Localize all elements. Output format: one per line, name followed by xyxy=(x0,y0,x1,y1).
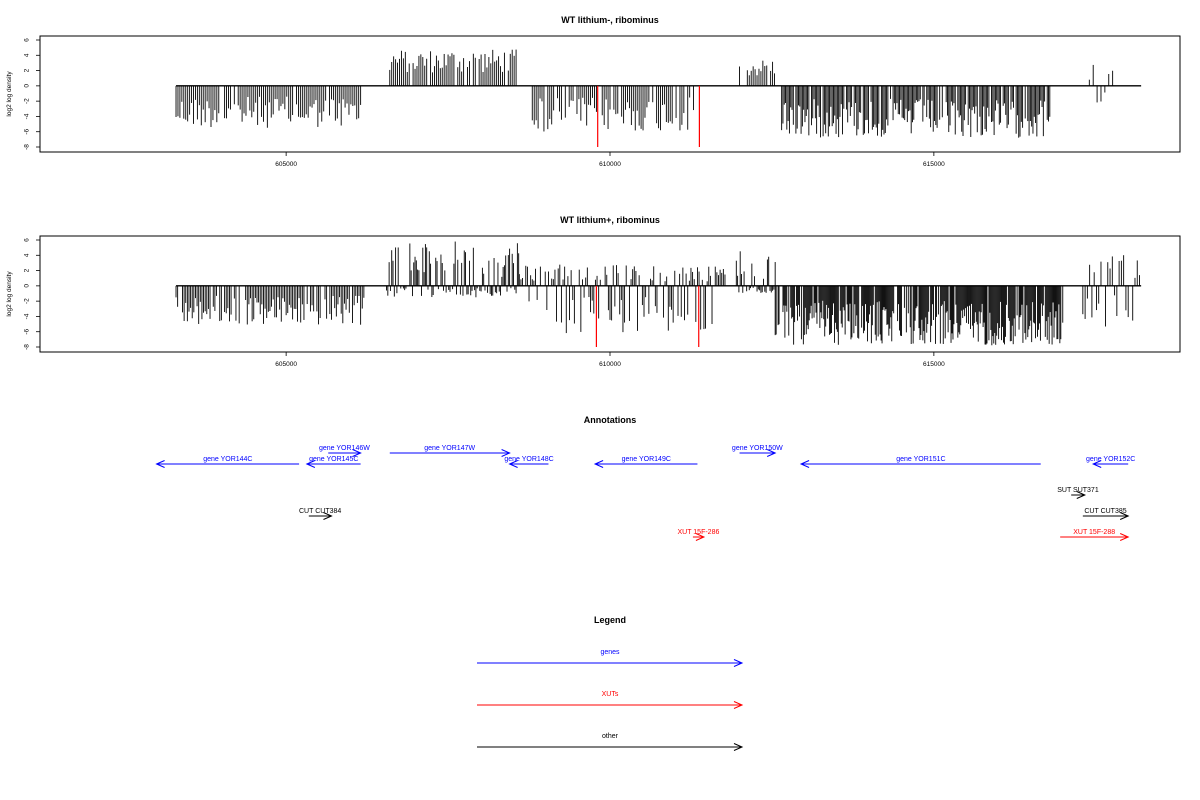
feature-arrow-head xyxy=(323,512,333,520)
legend-arrow-head xyxy=(733,743,744,751)
y-tick-label: 0 xyxy=(24,284,31,288)
feature-arrow-head xyxy=(1119,533,1130,541)
annotation-feature: SUT SUT371 xyxy=(1057,487,1099,499)
annotation-feature: XUT 15F-288 xyxy=(1060,529,1130,541)
chart-title: WT lithium-, ribominus xyxy=(561,15,659,25)
annotation-feature: gene YOR152C xyxy=(1086,456,1135,468)
annotation-feature: gene YOR149C xyxy=(593,456,698,468)
feature-arrow-head xyxy=(305,460,316,468)
feature-arrow-head xyxy=(352,449,362,457)
feature-label: SUT SUT371 xyxy=(1057,487,1099,494)
y-tick-label: -6 xyxy=(24,328,31,334)
y-axis-label: log2 log density xyxy=(6,71,13,117)
annotation-feature: CUT CUT385 xyxy=(1082,508,1130,520)
legend-title: Legend xyxy=(594,615,626,625)
annotation-feature: gene YOR146W xyxy=(319,445,370,457)
chart-title: WT lithium+, ribominus xyxy=(560,215,660,225)
feature-label: gene YOR147W xyxy=(424,445,475,452)
feature-label: gene YOR152C xyxy=(1086,456,1135,463)
annotation-feature: CUT CUT384 xyxy=(299,508,341,520)
feature-label: gene YOR148C xyxy=(504,456,553,463)
feature-arrow-head xyxy=(155,460,165,468)
legend: Legend genes XUTs other xyxy=(477,615,744,751)
legend-item: XUTs xyxy=(477,691,744,709)
chart-panel-lithium-minus: WT lithium-, ribominus log2 log density … xyxy=(6,15,1181,168)
feature-label: gene YOR146W xyxy=(319,445,370,452)
annotation-feature: gene YOR148C xyxy=(504,456,554,468)
y-tick-label: 6 xyxy=(24,238,31,242)
y-tick-label: 4 xyxy=(24,53,31,57)
feature-label: gene YOR144C xyxy=(203,456,252,463)
feature-arrow-head xyxy=(695,533,706,541)
feature-label: gene YOR145C xyxy=(309,456,358,463)
feature-arrow-head xyxy=(1091,460,1102,468)
legend-label: genes xyxy=(600,649,620,656)
y-tick-label: 2 xyxy=(24,68,31,72)
x-tick-label: 610000 xyxy=(599,361,621,368)
feature-arrow-head xyxy=(508,460,518,468)
annotations-title: Annotations xyxy=(584,415,637,425)
feature-label: gene YOR151C xyxy=(896,456,945,463)
feature-label: gene YOR150W xyxy=(732,445,783,452)
annotation-feature: gene YOR144C xyxy=(155,456,300,468)
x-tick-label: 605000 xyxy=(275,161,297,168)
annotation-feature: gene YOR151C xyxy=(799,456,1041,468)
legend-item: genes xyxy=(477,649,744,667)
legend-label: XUTs xyxy=(602,691,619,698)
y-tick-label: 4 xyxy=(24,253,31,257)
feature-label: CUT CUT385 xyxy=(1084,508,1126,515)
legend-label: other xyxy=(602,733,619,740)
y-tick-label: 0 xyxy=(24,84,31,88)
x-tick-label: 610000 xyxy=(599,161,621,168)
annotations-panel: Annotations gene YOR144C gene YOR145C gene… xyxy=(155,415,1135,541)
annotation-feature: gene YOR147W xyxy=(389,445,511,457)
feature-label: XUT 15F-286 xyxy=(677,529,719,536)
feature-arrow-head xyxy=(1076,491,1087,499)
y-tick-label: -2 xyxy=(24,298,31,304)
feature-label: CUT CUT384 xyxy=(299,508,341,515)
y-tick-label: -8 xyxy=(24,344,31,350)
legend-arrow-head xyxy=(733,659,744,667)
annotation-feature: XUT 15F-286 xyxy=(677,529,719,541)
legend-item: other xyxy=(477,733,744,751)
y-tick-label: -4 xyxy=(24,313,31,319)
y-tick-label: -4 xyxy=(24,113,31,119)
y-tick-label: -2 xyxy=(24,98,31,104)
chart-panel-lithium-plus: WT lithium+, ribominus log2 log density … xyxy=(6,215,1181,368)
y-tick-label: -8 xyxy=(24,144,31,150)
feature-label: gene YOR149C xyxy=(622,456,671,463)
feature-label: XUT 15F-288 xyxy=(1073,529,1115,536)
annotation-feature: gene YOR150W xyxy=(732,445,783,457)
feature-arrow-head xyxy=(766,449,777,457)
annotation-feature: gene YOR145C xyxy=(305,456,361,468)
feature-arrow-head xyxy=(799,460,810,468)
x-tick-label: 615000 xyxy=(923,161,945,168)
x-tick-label: 605000 xyxy=(275,361,297,368)
x-tick-label: 615000 xyxy=(923,361,945,368)
y-tick-label: 2 xyxy=(24,268,31,272)
legend-arrow-head xyxy=(733,701,744,709)
y-axis-label: log2 log density xyxy=(6,271,13,317)
feature-arrow-head xyxy=(501,449,511,457)
feature-arrow-head xyxy=(1119,512,1130,520)
y-tick-label: -6 xyxy=(24,128,31,134)
y-tick-label: 6 xyxy=(24,38,31,42)
feature-arrow-head xyxy=(593,460,604,468)
